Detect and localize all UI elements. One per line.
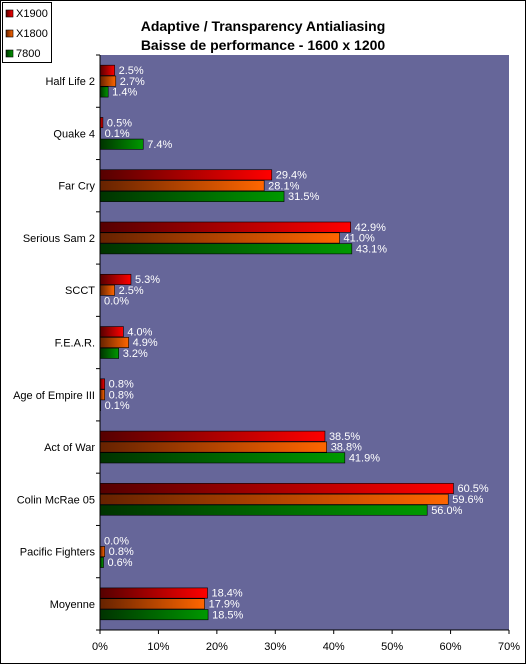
data-label: 0.8%	[109, 389, 134, 401]
data-label: 17.9%	[209, 599, 240, 611]
bar-x1800	[99, 75, 117, 87]
bar-x1800	[99, 337, 129, 348]
bar-x1900	[99, 221, 351, 233]
data-label: 4.0%	[127, 326, 152, 338]
bar-7800	[99, 138, 144, 150]
chart-title-line: Baisse de performance - 1600 x 1200	[141, 37, 386, 53]
legend: X1900 X1800 7800	[2, 2, 52, 63]
data-label: 4.9%	[133, 337, 158, 349]
category-label: Colin McRae 05	[17, 494, 95, 506]
legend-swatch	[5, 9, 14, 18]
bar-x1800	[99, 441, 327, 453]
data-label: 2.5%	[119, 285, 144, 297]
data-label: 60.5%	[457, 483, 488, 495]
chart-title: Adaptive / Transparency Antialiasing Bais…	[141, 18, 386, 53]
data-label: 41.9%	[349, 453, 380, 465]
bar-x1800	[99, 180, 265, 192]
x-tick-label: 0%	[92, 641, 108, 653]
bar-x1900	[99, 587, 208, 599]
category-label: Serious Sam 2	[23, 233, 95, 245]
category-label: SCCT	[65, 285, 95, 297]
category-label: Far Cry	[58, 181, 95, 193]
data-label: 0.8%	[109, 546, 134, 558]
bar-7800	[99, 556, 104, 568]
data-label: 0.1%	[105, 400, 130, 412]
data-label: 43.1%	[356, 243, 387, 255]
legend-swatch	[5, 29, 14, 38]
data-label: 59.6%	[452, 494, 483, 506]
category-label: F.E.A.R.	[55, 338, 95, 350]
bar-x1900	[99, 378, 105, 390]
value-labels: 2.5%2.7%1.4%0.5%0.1%7.4%29.4%28.1%31.5%4…	[104, 65, 489, 621]
chart-title-line: Adaptive / Transparency Antialiasing	[141, 18, 386, 34]
bar-x1900	[99, 273, 132, 285]
data-label: 42.9%	[355, 222, 386, 234]
data-label: 28.1%	[268, 180, 299, 192]
data-label: 0.6%	[108, 557, 133, 569]
data-label: 0.0%	[104, 296, 129, 308]
category-label: Pacific Fighters	[20, 547, 96, 559]
bar-7800	[99, 452, 346, 464]
bar-x1900	[99, 169, 273, 181]
data-label: 1.4%	[112, 87, 137, 99]
bar-x1800	[99, 598, 205, 610]
data-label: 0.0%	[104, 535, 129, 547]
data-label: 0.8%	[109, 379, 134, 391]
x-tick-label: 70%	[498, 641, 520, 653]
data-label: 18.4%	[212, 588, 243, 600]
bar-x1800	[99, 284, 115, 296]
bar-7800	[99, 243, 353, 255]
bar-x1800	[99, 493, 449, 505]
data-label: 7.4%	[147, 139, 172, 151]
data-label: 3.2%	[123, 348, 148, 360]
bar-x1900	[99, 430, 326, 442]
x-tick-label: 10%	[147, 641, 169, 653]
category-label: Act of War	[44, 442, 95, 454]
data-label: 2.5%	[119, 65, 144, 77]
bar-7800	[99, 347, 120, 359]
data-label: 0.5%	[107, 117, 132, 129]
bar-7800	[99, 609, 209, 621]
category-label: Age of Empire III	[13, 390, 95, 402]
bar-x1900	[99, 326, 124, 338]
bar-7800	[99, 191, 285, 202]
data-label: 2.7%	[120, 76, 145, 88]
x-tick-label: 50%	[381, 641, 403, 653]
category-label: Half Life 2	[45, 76, 95, 88]
category-label: Quake 4	[53, 128, 95, 140]
data-label: 31.5%	[288, 191, 319, 203]
legend-label: 7800	[16, 48, 40, 60]
data-label: 5.3%	[135, 274, 160, 286]
bar-7800	[99, 504, 428, 516]
data-label: 0.1%	[105, 128, 130, 140]
bar-x1900	[99, 64, 115, 76]
category-label: Moyenne	[50, 599, 95, 611]
data-label: 56.0%	[431, 505, 462, 517]
x-tick-label: 30%	[264, 641, 286, 653]
bar-x1800	[99, 389, 105, 401]
data-label: 38.5%	[329, 431, 360, 443]
x-tick-label: 20%	[206, 641, 228, 653]
bar-x1800	[99, 232, 340, 244]
legend-swatch	[5, 49, 14, 58]
data-label: 38.8%	[331, 442, 362, 454]
data-label: 18.5%	[212, 609, 243, 621]
bar-x1900	[99, 483, 454, 494]
x-tick-label: 60%	[440, 641, 462, 653]
plot-area	[100, 55, 509, 630]
bar-7800	[99, 86, 109, 98]
x-tick-label: 40%	[323, 641, 345, 653]
legend-label: X1900	[16, 8, 48, 20]
data-label: 41.0%	[344, 233, 375, 245]
bar-x1800	[99, 546, 105, 558]
legend-label: X1800	[16, 28, 48, 40]
category-axis: Half Life 2 Quake 4 Far Cry Serious Sam 2 SC…	[13, 54, 100, 631]
data-label: 29.4%	[276, 170, 307, 182]
value-axis: 0% 10% 20% 30% 40% 50% 60% 70%	[92, 55, 520, 653]
